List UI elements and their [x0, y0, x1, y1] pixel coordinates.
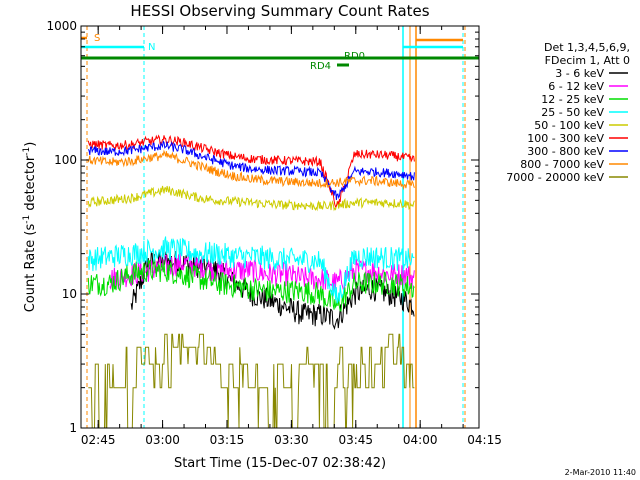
x-tick-label-2: 03:15 — [210, 433, 245, 447]
chart-title: HESSI Observing Summary Count Rates — [130, 2, 429, 20]
y-label-part3: ) — [23, 142, 38, 147]
legend-label-8: 800 - 7000 keV — [520, 158, 604, 171]
annotation-rd4: RD4 — [310, 61, 331, 72]
y-label-part2: detector — [23, 155, 38, 215]
y-tick-label-2: 100 — [54, 153, 77, 167]
y-label-sup1: -1 — [22, 215, 32, 224]
plot-frame — [80, 25, 480, 429]
annotation-s: S — [94, 33, 100, 44]
x-tick-label-1: 03:00 — [145, 433, 180, 447]
series-line-9 — [88, 333, 415, 429]
legend-label-1: 3 - 6 keV — [555, 67, 604, 80]
series-line-7 — [87, 140, 415, 201]
annotation-n: N — [148, 42, 155, 53]
y-tick-label-3: 1000 — [46, 19, 77, 33]
axis-ticks: 02:45 03:00 03:15 03:30 03:45 04:00 04:15 1 10 10… — [46, 19, 501, 447]
y-axis-label: Count Rate (s-1 detector-1) — [22, 142, 38, 313]
series-line-4 — [87, 236, 415, 304]
legend-label-2: 6 - 12 keV — [548, 80, 604, 93]
state-markers: S N RD0 RD4 — [81, 26, 479, 428]
series-line-3 — [87, 259, 415, 312]
x-axis-label: Start Time (15-Dec-07 02:38:42) — [174, 456, 386, 471]
legend-label-7: 300 - 800 keV — [527, 145, 604, 158]
x-tick-label-5: 04:00 — [403, 433, 438, 447]
legend-header-line1: Det 1,3,4,5,6,9, — [544, 41, 630, 54]
legend: Det 1,3,4,5,6,9, FDecim 1, Att 0 3 - 6 k… — [506, 41, 630, 184]
y-tick-label-0: 1 — [69, 421, 77, 435]
legend-header-line2: FDecim 1, Att 0 — [545, 54, 630, 67]
legend-label-4: 25 - 50 keV — [541, 106, 604, 119]
series-layer — [87, 134, 415, 429]
x-tick-label-3: 03:30 — [274, 433, 309, 447]
x-tick-label-6: 04:15 — [467, 433, 502, 447]
legend-label-3: 12 - 25 keV — [541, 93, 604, 106]
series-line-2 — [109, 252, 415, 292]
series-line-8 — [87, 149, 415, 191]
x-tick-label-0: 02:45 — [81, 433, 116, 447]
series-line-6 — [87, 134, 415, 208]
legend-label-5: 50 - 100 keV — [534, 119, 604, 132]
legend-label-6: 100 - 300 keV — [527, 132, 604, 145]
y-label-part1: Count Rate (s — [23, 224, 38, 313]
annotation-rd0: RD0 — [344, 51, 365, 62]
series-line-5 — [87, 185, 415, 212]
y-label-sup2: -1 — [22, 147, 32, 156]
legend-label-9: 7000 - 20000 keV — [506, 171, 604, 184]
y-tick-label-1: 10 — [62, 287, 77, 301]
x-tick-label-4: 03:45 — [338, 433, 373, 447]
footer-date: 2-Mar-2010 11:40 — [565, 468, 636, 477]
